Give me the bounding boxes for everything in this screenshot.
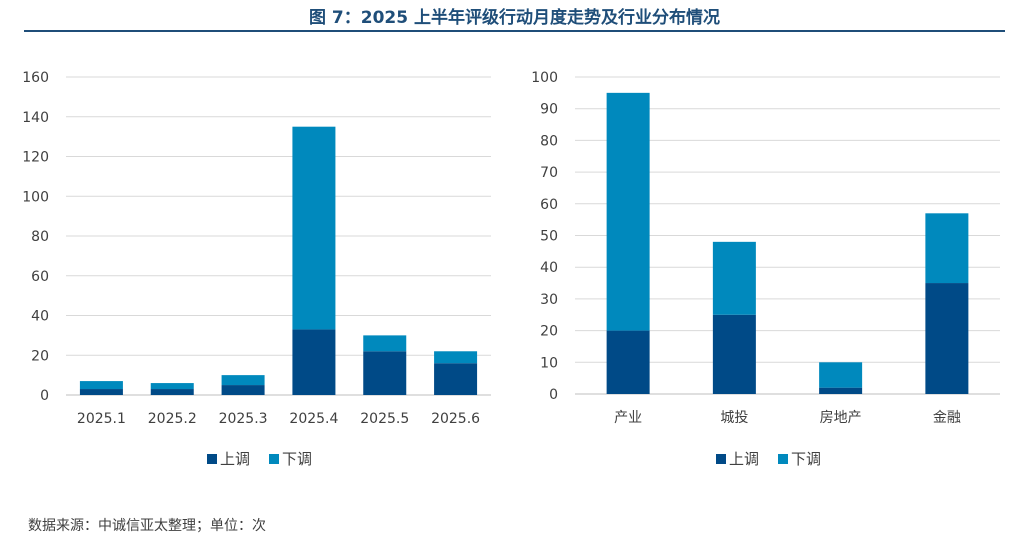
industry-x-tick-label: 产业 bbox=[614, 410, 642, 426]
monthly-x-tick-label: 2025.5 bbox=[360, 411, 409, 427]
monthly-bar-down bbox=[221, 375, 265, 386]
industry-y-tick-label: 20 bbox=[540, 324, 558, 340]
industry-bar-down bbox=[606, 92, 650, 331]
monthly-bar-up bbox=[221, 385, 265, 395]
monthly-y-tick-label: 80 bbox=[31, 229, 49, 245]
industry-y-tick-label: 40 bbox=[540, 260, 558, 276]
monthly-bar-up bbox=[363, 351, 407, 395]
industry-y-tick-label: 80 bbox=[540, 133, 558, 149]
source-note: 数据来源：中诚信亚太整理；单位：次 bbox=[28, 518, 266, 534]
industry-bar-down bbox=[925, 213, 969, 284]
industry-x-tick-label: 城投 bbox=[720, 410, 748, 426]
monthly-bar-up bbox=[150, 389, 194, 395]
monthly-y-tick-label: 140 bbox=[22, 110, 49, 126]
monthly-y-tick-label: 20 bbox=[31, 348, 49, 364]
industry-legend-label: 上调 bbox=[729, 450, 759, 468]
monthly-bar-down bbox=[79, 381, 123, 390]
industry-y-tick-label: 0 bbox=[549, 387, 558, 403]
industry-bar-up bbox=[819, 387, 863, 394]
title-divider bbox=[24, 30, 1005, 32]
monthly-bar-up bbox=[292, 329, 336, 395]
industry-legend-swatch bbox=[778, 454, 788, 464]
industry-x-tick-label: 房地产 bbox=[820, 410, 862, 426]
industry-bar-down bbox=[819, 362, 863, 388]
industry-bar-up bbox=[925, 283, 969, 394]
page-title: 图 7：2025 上半年评级行动月度走势及行业分布情况 bbox=[309, 8, 720, 28]
monthly-y-tick-label: 120 bbox=[22, 150, 49, 166]
monthly-bar-down bbox=[434, 351, 478, 364]
monthly-bar-up bbox=[434, 363, 478, 395]
monthly-bar-down bbox=[363, 335, 407, 352]
industry-y-tick-label: 10 bbox=[540, 355, 558, 371]
industry-y-tick-label: 100 bbox=[531, 70, 558, 86]
industry-y-tick-label: 30 bbox=[540, 292, 558, 308]
monthly-x-tick-label: 2025.4 bbox=[289, 411, 338, 427]
monthly-legend-label: 下调 bbox=[282, 450, 312, 468]
industry-y-tick-label: 50 bbox=[540, 229, 558, 245]
industry-y-tick-label: 90 bbox=[540, 102, 558, 118]
monthly-legend-swatch bbox=[269, 454, 279, 464]
monthly-y-tick-label: 60 bbox=[31, 269, 49, 285]
industry-y-tick-label: 70 bbox=[540, 165, 558, 181]
industry-legend-label: 下调 bbox=[791, 450, 821, 468]
monthly-bar-down bbox=[292, 126, 336, 330]
industry-x-tick-label: 金融 bbox=[933, 410, 961, 426]
industry-y-tick-label: 60 bbox=[540, 197, 558, 213]
monthly-bar-down bbox=[150, 383, 194, 390]
monthly-y-tick-label: 160 bbox=[22, 70, 49, 86]
monthly-x-tick-label: 2025.2 bbox=[148, 411, 197, 427]
monthly-legend-label: 上调 bbox=[220, 450, 250, 468]
industry-bar-up bbox=[606, 330, 650, 394]
monthly-bar-up bbox=[79, 389, 123, 395]
monthly-y-tick-label: 0 bbox=[40, 388, 49, 404]
industry-bar-up bbox=[712, 314, 756, 394]
monthly-x-tick-label: 2025.6 bbox=[431, 411, 480, 427]
monthly-x-tick-label: 2025.3 bbox=[219, 411, 268, 427]
monthly-y-tick-label: 100 bbox=[22, 189, 49, 205]
monthly-legend-swatch bbox=[207, 454, 217, 464]
industry-bar-down bbox=[712, 241, 756, 315]
monthly-x-tick-label: 2025.1 bbox=[77, 411, 126, 427]
industry-legend-swatch bbox=[716, 454, 726, 464]
monthly-y-tick-label: 40 bbox=[31, 309, 49, 325]
